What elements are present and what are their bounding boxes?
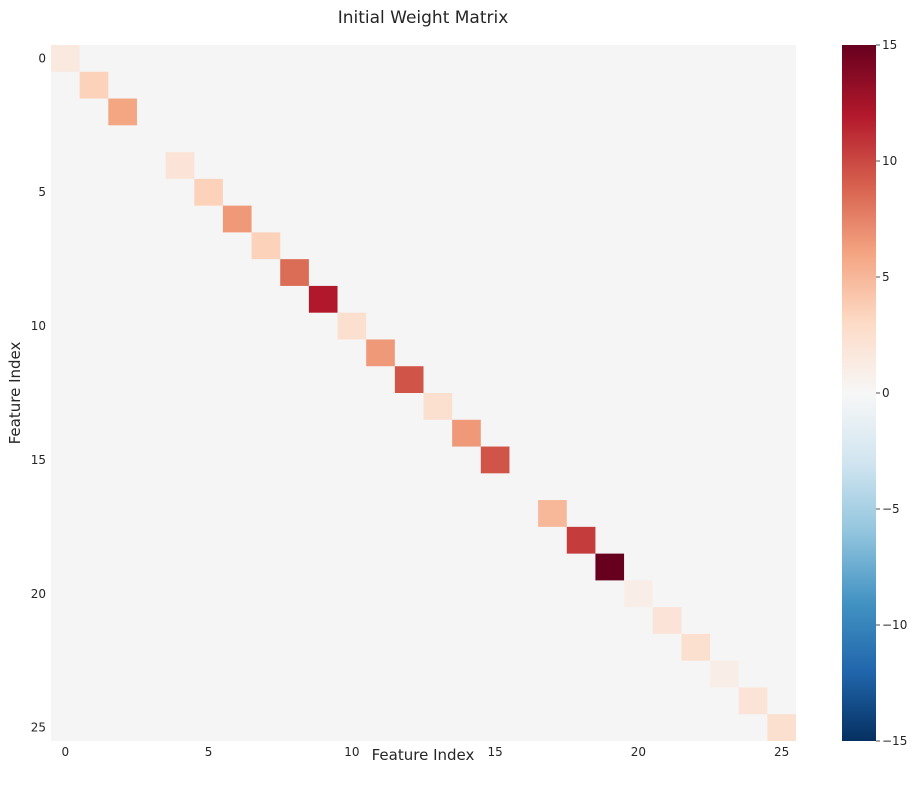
heatmap-cell — [423, 393, 453, 420]
colorbar-tick-label: −15 — [882, 734, 907, 748]
x-tick-label: 15 — [487, 745, 502, 759]
heatmap-cells — [51, 45, 796, 741]
heatmap-cell — [710, 660, 739, 688]
heatmap-cell — [337, 312, 367, 340]
heatmap-cell — [108, 98, 137, 126]
colorbar-tick-label: 0 — [882, 386, 890, 400]
y-axis-label: Feature Index — [6, 342, 24, 445]
x-tick-labels: 0 5 10 15 20 25 — [62, 745, 790, 759]
y-tick-label: 15 — [31, 453, 46, 467]
heatmap-cell — [280, 259, 309, 286]
x-axis-label: Feature Index — [372, 746, 475, 764]
y-tick-labels: 0 5 10 15 20 25 — [31, 51, 46, 734]
colorbar-tick-label: 15 — [882, 38, 897, 52]
y-tick-label: 25 — [31, 721, 46, 735]
heatmap-cell — [165, 152, 195, 179]
colorbar-tick-label: −10 — [882, 618, 907, 632]
heatmap-cell — [566, 526, 596, 554]
heatmap-cell — [595, 553, 625, 581]
heatmap-cell — [452, 419, 481, 447]
heatmap-cell — [222, 205, 252, 233]
colorbar — [842, 45, 876, 741]
colorbar-tick-label: 5 — [882, 270, 890, 284]
heatmap-cell — [681, 633, 711, 661]
heatmap-cell — [251, 232, 281, 260]
x-tick-label: 0 — [62, 745, 70, 759]
heatmap-cell — [624, 580, 653, 608]
heatmap-cell — [738, 687, 768, 715]
heatmap-cell — [652, 607, 682, 634]
colorbar-tick-label: 10 — [882, 154, 897, 168]
heatmap-cell — [308, 285, 338, 313]
y-tick-label: 5 — [38, 185, 46, 199]
x-tick-label: 20 — [631, 745, 646, 759]
y-tick-label: 0 — [38, 51, 46, 65]
heatmap-cell — [394, 366, 424, 393]
heatmap-cell — [366, 339, 395, 367]
x-tick-label: 5 — [205, 745, 213, 759]
y-tick-label: 10 — [31, 319, 46, 333]
x-tick-label: 25 — [774, 745, 789, 759]
heatmap-cell — [480, 446, 510, 474]
heatmap-cell — [51, 45, 80, 72]
heatmap-cell — [538, 500, 567, 527]
heatmap-cell — [79, 71, 109, 99]
heatmap-cell — [767, 714, 796, 741]
chart-title: Initial Weight Matrix — [338, 8, 509, 28]
heatmap-cell — [194, 178, 223, 206]
y-tick-label: 20 — [31, 587, 46, 601]
x-tick-label: 10 — [344, 745, 359, 759]
colorbar-tick-label: −5 — [882, 502, 900, 516]
colorbar-tick-labels: 15 10 5 0 −5 −10 −15 — [876, 38, 907, 748]
